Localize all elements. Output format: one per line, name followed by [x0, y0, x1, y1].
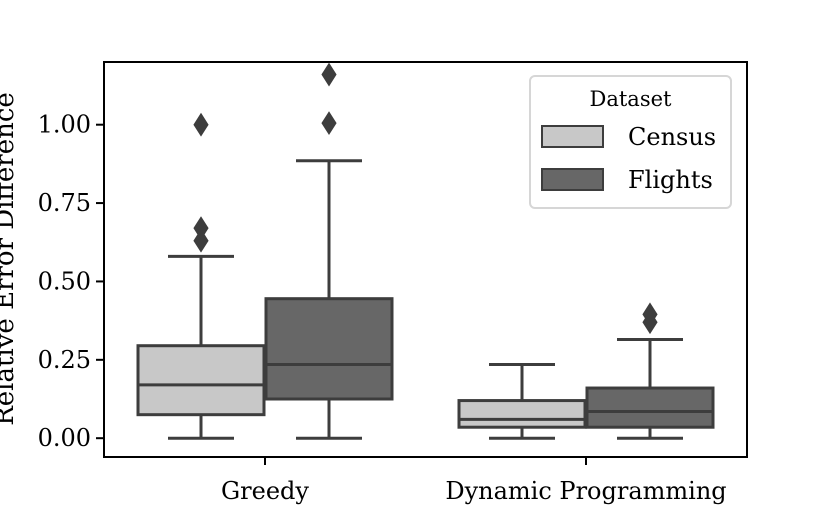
interquartile-box — [136, 344, 266, 417]
box-series — [136, 62, 715, 440]
outlier-point — [193, 112, 209, 137]
x-tick-label: Dynamic Programming — [445, 477, 726, 505]
box-flights-greedy — [264, 62, 394, 440]
y-axis-label-group: Relative Error Difference — [0, 92, 20, 426]
x-tick-label: Greedy — [221, 477, 309, 505]
legend-swatch-flights — [541, 168, 604, 191]
legend-swatch-census — [541, 125, 604, 148]
outlier-point — [321, 62, 337, 87]
legend-label-census: Census — [628, 123, 716, 151]
legend: Dataset Census Flights — [529, 75, 732, 209]
outlier-point — [193, 228, 209, 253]
y-axis: 0.00 0.25 0.50 0.75 1.00 — [38, 111, 104, 452]
y-tick-label: 0.75 — [38, 189, 91, 217]
y-tick-label: 0.25 — [38, 346, 91, 374]
x-axis: Greedy Dynamic Programming — [221, 457, 727, 505]
interquartile-box — [264, 297, 394, 401]
box-census-dynamic-programming — [457, 363, 587, 440]
legend-title: Dataset — [590, 87, 673, 111]
y-axis-label: Relative Error Difference — [0, 92, 20, 426]
legend-label-flights: Flights — [628, 166, 713, 194]
interquartile-box — [585, 386, 715, 429]
outlier-point — [642, 302, 658, 327]
plot-area-frame — [103, 61, 748, 458]
outlier-point — [193, 216, 209, 241]
outlier-point — [321, 111, 337, 136]
y-tick-label: 0.00 — [38, 424, 91, 452]
y-tick-label: 0.50 — [38, 267, 91, 295]
box-flights-dynamic-programming — [585, 302, 715, 440]
interquartile-box — [457, 399, 587, 429]
box-census-greedy — [136, 112, 266, 440]
y-tick-label: 1.00 — [38, 111, 91, 139]
